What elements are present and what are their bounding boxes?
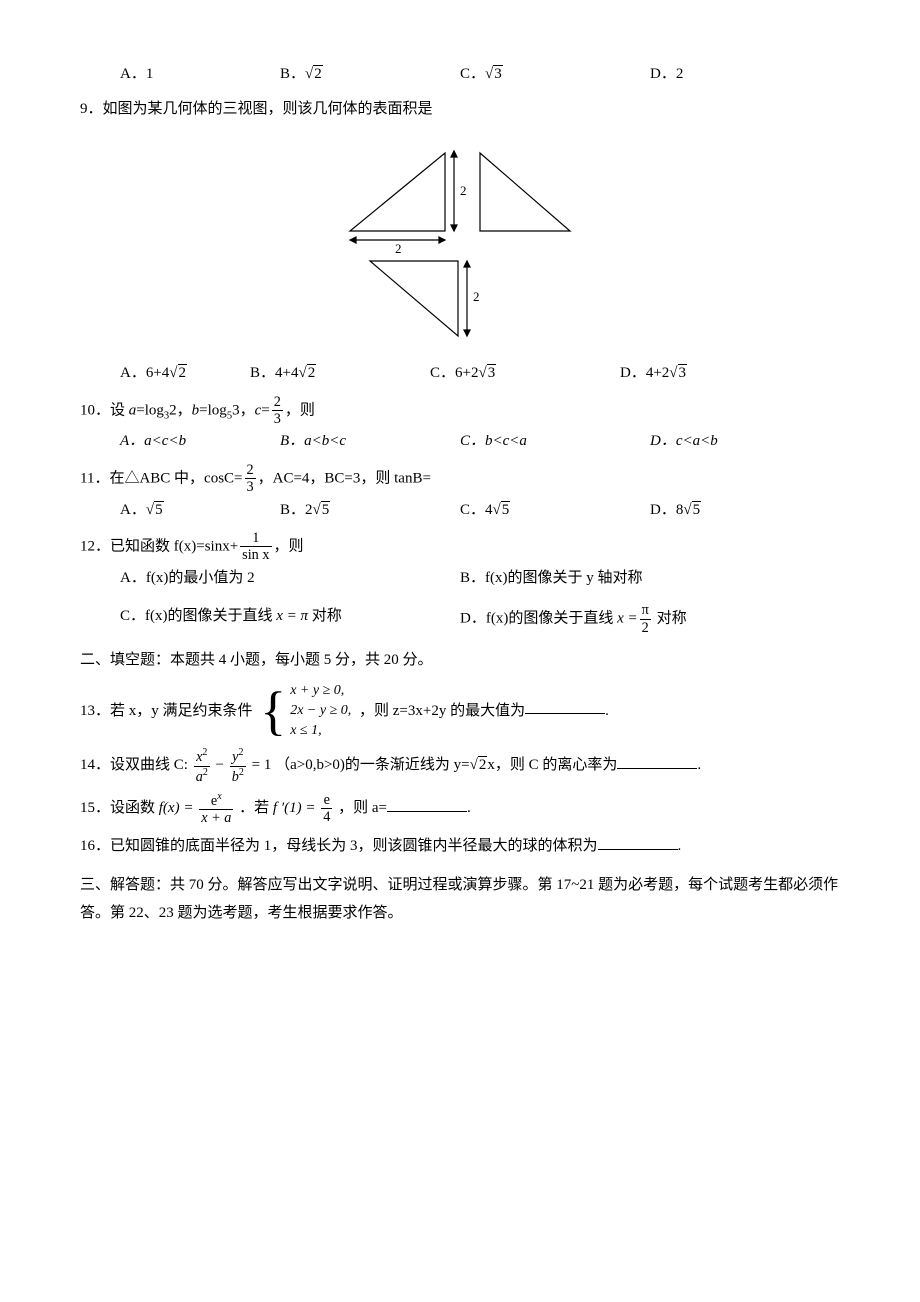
q10-opt-b: B．a<b<c [280,427,460,456]
q11: 11．在△ABC 中，cosC=23，AC=4，BC=3，则 tanB= A．√… [80,462,840,524]
q14-blank [617,754,697,769]
brace-icon: { [260,684,286,738]
q11-opt-b: B．2√5 [280,496,460,525]
q10-opt-d: D．c<a<b [650,427,718,456]
q13-system: { x + y ≥ 0, 2x − y ≥ 0, x ≤ 1, [260,681,351,742]
q8-opt-d: D．2 [650,60,683,89]
q11-opt-a: A．√5 [120,496,280,525]
q8-opt-a: A．1 [120,60,280,89]
q16-blank [598,835,678,850]
q9-opt-d: D．4+2√3 [620,359,687,388]
q11-stem: 11．在△ABC 中，cosC=23，AC=4，BC=3，则 tanB= [80,462,840,496]
q12-opt-c: C．f(x)的图像关于直线 x = π 对称 [120,602,460,636]
q12: 12．已知函数 f(x)=sinx+1sin x，则 A．f(x)的最小值为 2… [80,530,840,636]
q16: 16．已知圆锥的底面半径为 1，母线长为 3，则该圆锥内半径最大的球的体积为. [80,832,840,861]
q10-opt-a: A．a<c<b [120,427,280,456]
q11-opt-c: C．4√5 [460,496,650,525]
q8-options: A．1 B．√2 C．√3 D．2 [80,60,840,89]
q8-opt-c: C．√3 [460,60,650,89]
q15: 15．设函数 f(x) = exx + a ．若 f ′(1) = e4 ，则 … [80,791,840,827]
q12-opt-d: D．f(x)的图像关于直线 x =π2 对称 [460,602,687,636]
q11-opt-d: D．8√5 [650,496,701,525]
fig-label-2h: 2 [395,241,402,256]
q12-stem: 12．已知函数 f(x)=sinx+1sin x，则 [80,530,840,564]
q15-blank [387,797,467,812]
q9-stem: 9．如图为某几何体的三视图，则该几何体的表面积是 [80,95,840,124]
fig-label-2v2: 2 [473,289,480,304]
section2-title: 二、填空题：本题共 4 小题，每小题 5 分，共 20 分。 [80,646,840,675]
three-views-svg: 2 2 2 [330,141,590,341]
q12-opt-a: A．f(x)的最小值为 2 [120,564,460,593]
q12-row1: A．f(x)的最小值为 2 B．f(x)的图像关于 y 轴对称 [80,564,840,593]
q10-options: A．a<c<b B．a<b<c C．b<c<a D．c<a<b [80,427,840,456]
q12-row2: C．f(x)的图像关于直线 x = π 对称 D．f(x)的图像关于直线 x =… [80,602,840,636]
q8-opt-b: B．√2 [280,60,460,89]
q9-options: A．6+4√2 B．4+4√2 C．6+2√3 D．4+2√3 [80,359,840,388]
q10: 10．设 a=log32，b=log53，c=23，则 A．a<c<b B．a<… [80,394,840,456]
q13-blank [525,699,605,714]
q9-opt-a: A．6+4√2 [120,359,250,388]
q13: 13．若 x，y 满足约束条件 { x + y ≥ 0, 2x − y ≥ 0,… [80,681,840,742]
q11-options: A．√5 B．2√5 C．4√5 D．8√5 [80,496,840,525]
section3-title: 三、解答题：共 70 分。解答应写出文字说明、证明过程或演算步骤。第 17~21… [80,871,840,928]
q9-opt-b: B．4+4√2 [250,359,430,388]
q9: 9．如图为某几何体的三视图，则该几何体的表面积是 [80,95,840,388]
q9-opt-c: C．6+2√3 [430,359,620,388]
q14: 14．设双曲线 C: x2a2 − y2b2 = 1 （a>0,b>0)的一条渐… [80,747,840,784]
q10-opt-c: C．b<c<a [460,427,650,456]
q12-opt-b: B．f(x)的图像关于 y 轴对称 [460,564,643,593]
q9-figure: 2 2 2 [80,141,840,341]
q10-stem: 10．设 a=log32，b=log53，c=23，则 [80,394,840,428]
fig-label-2v: 2 [460,183,467,198]
